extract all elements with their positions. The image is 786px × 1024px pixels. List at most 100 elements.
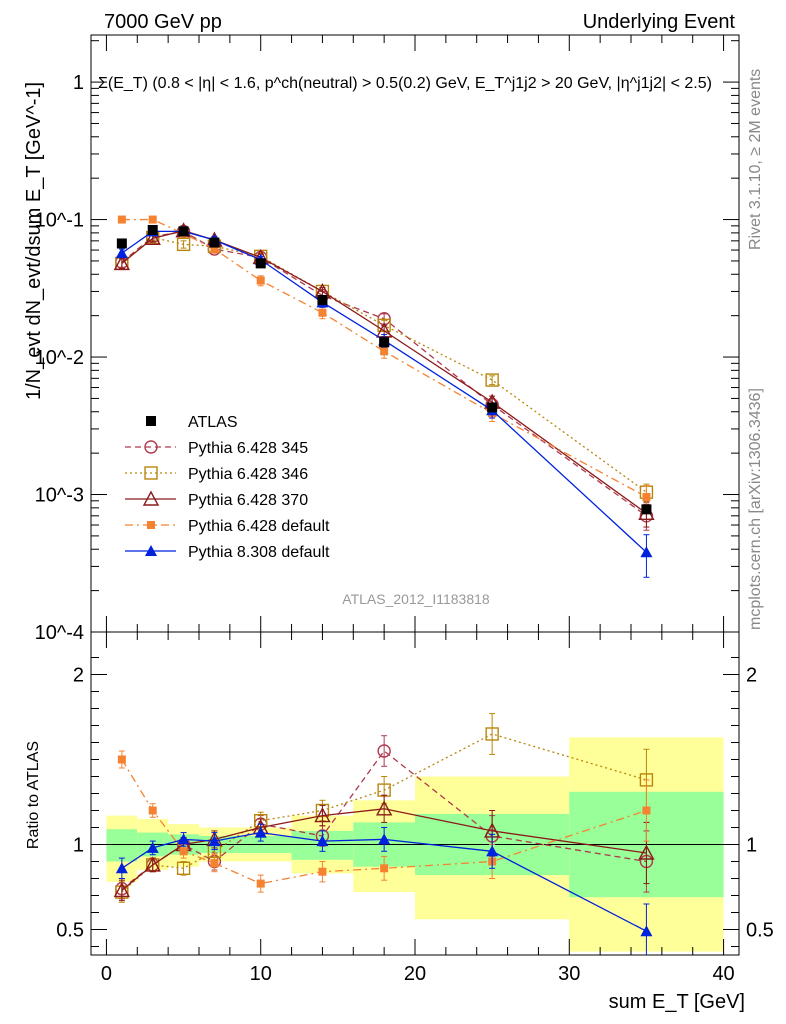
main-point-atlas [178, 226, 189, 237]
main-point-p370 [144, 229, 161, 246]
ratio-point-p370 [375, 800, 393, 816]
main-line-p6def [121, 218, 647, 498]
ratio-point-p6def [210, 859, 219, 868]
ratio-point-p8def [486, 845, 499, 857]
ratio-point-p370 [113, 881, 131, 898]
ratio-point-p8def [177, 833, 190, 845]
ratio-point-p6def [179, 847, 188, 856]
main-y-tick-label: 1 [73, 72, 84, 94]
rivet-version-label: Rivet 3.1.10, ≥ 2M events [747, 69, 764, 250]
ratio-y-tick-label-right: 1 [746, 835, 757, 857]
main-point-atlas [116, 238, 127, 249]
main-point-p6def [318, 308, 327, 317]
selection-annotation: Σ(E_T) (0.8 < |η| < 1.6, p^ch(neutral) >… [98, 75, 712, 92]
main-point-p6def [210, 245, 219, 254]
main-point-p6def [380, 347, 389, 356]
main-point-p346 [176, 237, 191, 252]
band-inner [106, 829, 138, 862]
x-tick-label: 30 [558, 963, 580, 985]
ratio-line-p6def [121, 759, 647, 885]
x-tick-label: 0 [101, 963, 112, 985]
ratio-point-p8def [115, 862, 128, 874]
legend-marker [142, 490, 160, 506]
main-point-p6def [148, 215, 157, 224]
ratio-point-p370 [314, 807, 331, 823]
legend-label: Pythia 6.428 default [188, 518, 330, 535]
ratio-point-p346 [176, 861, 191, 875]
ratio-y-tick-label-right: 0.5 [746, 920, 774, 942]
main-series-atlas [116, 224, 652, 515]
legend-item-p346: Pythia 6.428 346 [125, 466, 308, 483]
main-series-p346 [115, 230, 654, 502]
ratio-point-p8def [146, 841, 159, 853]
legend-item-atlas: ATLAS [146, 414, 238, 431]
ratio-point-p6def [148, 806, 157, 815]
main-series-layer [113, 215, 655, 578]
ratio-point-p6def [256, 879, 265, 888]
legend-item-p8def: Pythia 8.308 default [125, 544, 330, 561]
ratio-y-axis-label: Ratio to ATLAS [25, 741, 42, 849]
main-point-p6def [117, 215, 126, 224]
legend-marker [144, 440, 158, 454]
x-tick-label: 20 [404, 963, 426, 985]
main-y-tick-label: 10^-2 [35, 347, 84, 369]
main-y-tick-label: 10^-3 [35, 485, 84, 507]
main-point-atlas [487, 402, 498, 413]
main-point-atlas [317, 294, 328, 305]
main-point-atlas [641, 504, 652, 515]
ratio-line-p346 [121, 733, 647, 893]
legend-item-p370: Pythia 6.428 370 [125, 490, 308, 509]
legend-marker [146, 416, 156, 426]
x-tick-label: 40 [712, 963, 734, 985]
ratio-point-p8def [208, 835, 221, 847]
legend-item-p345: Pythia 6.428 345 [125, 440, 308, 457]
main-y-tick-label: 10^-4 [35, 622, 84, 644]
ratio-point-p8def [640, 925, 653, 937]
ratio-point-p6def [117, 755, 126, 764]
ratio-series-layer [113, 713, 655, 955]
x-axis-label: sum E_T [GeV] [609, 991, 745, 1013]
ratio-point-p8def [316, 835, 329, 847]
legend-label: Pythia 6.428 345 [188, 440, 308, 457]
legend-marker [147, 521, 155, 529]
x-tick-label: 10 [250, 963, 272, 985]
ratio-point-p370 [144, 856, 161, 872]
legend-label: Pythia 6.428 370 [188, 492, 308, 509]
main-point-p370 [113, 254, 131, 271]
main-point-atlas [147, 224, 158, 235]
ratio-point-p6def [318, 867, 327, 876]
ratio-y-tick-label-left: 2 [73, 665, 84, 687]
legend: ATLAS Pythia 6.428 345 Pythia 6.428 346 Pyt… [125, 414, 330, 561]
main-y-axis-label-text: 1/N_evt dN_evt/dsum E_T [GeV^-1] [23, 82, 45, 400]
main-point-p6def [256, 276, 265, 285]
main-y-axis-label: 1/N_evt dN_evt/dsum E_T [GeV^-1] [23, 82, 45, 400]
analysis-watermark: ATLAS_2012_I1183818 [342, 591, 490, 607]
main-point-atlas [255, 258, 266, 269]
main-point-atlas [209, 237, 220, 248]
main-point-p8def [640, 546, 653, 558]
legend-label: ATLAS [188, 414, 238, 431]
axes-layer: 1 10^-1 10^-2 10^-3 10^-4 0 10 20 30 40 0.5 0.5 1 1 2 2 [35, 35, 774, 985]
ratio-y-tick-label-left: 1 [73, 835, 84, 857]
main-point-p8def [115, 247, 128, 259]
main-point-p6def [642, 492, 651, 501]
ratio-y-tick-label-right: 2 [746, 665, 757, 687]
ratio-point-p345 [377, 744, 391, 758]
legend-marker [145, 545, 157, 556]
header-left: 7000 GeV pp [104, 11, 222, 33]
main-panel-frame [90, 34, 740, 633]
legend-marker [144, 466, 158, 480]
mcplots-label: mcplots.cern.ch [arXiv:1306.3436] [747, 388, 764, 630]
ratio-point-p6def [380, 864, 389, 873]
main-point-p346 [485, 373, 499, 387]
ratio-point-p6def [642, 806, 651, 815]
ratio-point-p370 [638, 844, 655, 860]
ratio-y-tick-label-left: 0.5 [56, 920, 84, 942]
legend-label: Pythia 8.308 default [188, 544, 330, 561]
ratio-point-p8def [378, 833, 391, 845]
legend-item-p6def: Pythia 6.428 default [125, 518, 330, 535]
legend-label: Pythia 6.428 346 [188, 466, 308, 483]
header-right: Underlying Event [583, 11, 736, 33]
main-y-tick-label: 10^-1 [35, 210, 84, 232]
